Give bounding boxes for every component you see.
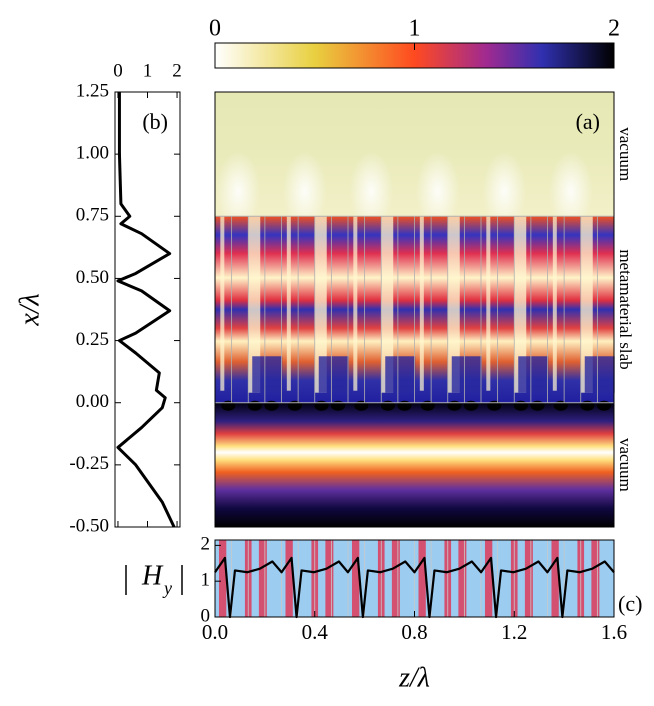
y-tick-label: 0.25 xyxy=(76,329,109,350)
x-tick-label: 1.6 xyxy=(601,620,627,644)
field-bump xyxy=(282,151,327,232)
x-tick-label: 2 xyxy=(172,60,182,81)
field-column xyxy=(248,216,261,393)
colorbar-tick-label: 2 xyxy=(608,16,620,42)
field-column xyxy=(486,216,491,391)
frame xyxy=(214,91,615,528)
panel-label: (a) xyxy=(576,109,600,134)
stripe xyxy=(258,540,267,617)
region-label: metamaterial slab xyxy=(616,249,635,369)
x-tick-label: 1.2 xyxy=(501,620,527,644)
profile-line xyxy=(116,92,176,528)
field-column xyxy=(381,216,394,393)
y-axis-label-sub: y xyxy=(162,578,172,598)
x-tick-label: 0.4 xyxy=(302,620,329,644)
y-tick-label: -0.25 xyxy=(69,453,109,474)
y-tick-label: 1 xyxy=(201,570,211,591)
y-tick-label: -0.50 xyxy=(69,515,109,536)
field-bump xyxy=(415,151,460,232)
stripe xyxy=(484,540,493,617)
stripe xyxy=(591,540,600,617)
y-axis-label: x/λ xyxy=(14,293,45,326)
field-column xyxy=(314,216,327,393)
colorbar-tick-label: 0 xyxy=(209,16,221,42)
field-column xyxy=(580,216,593,393)
y-tick-label: 1.25 xyxy=(76,80,109,101)
field-column xyxy=(447,216,460,393)
stripe xyxy=(524,540,533,617)
y-tick-label: 0 xyxy=(201,605,211,626)
stripe xyxy=(391,540,400,617)
vacuum-top xyxy=(215,92,614,217)
field-column xyxy=(220,216,225,391)
region-label: vacuum xyxy=(616,438,635,492)
hy-line xyxy=(214,556,615,619)
y-tick-label: 1.00 xyxy=(76,143,109,164)
panel-label: (b) xyxy=(142,109,168,134)
panel-label: (c) xyxy=(618,591,642,616)
stripe xyxy=(285,540,293,617)
field-column xyxy=(252,356,283,393)
field-column xyxy=(318,356,349,393)
field-bump xyxy=(482,151,527,232)
x-tick-label: 1 xyxy=(143,60,153,81)
field-column xyxy=(514,216,527,393)
vacuum-bottom xyxy=(215,402,614,527)
stripe xyxy=(551,540,559,617)
field-bump xyxy=(548,151,593,232)
field-column xyxy=(286,216,291,391)
field-column xyxy=(451,356,482,393)
stripe xyxy=(351,540,360,617)
y-tick-label: 2 xyxy=(201,534,211,555)
field-column xyxy=(385,356,416,393)
y-tick-label: 0.50 xyxy=(76,267,109,288)
x-axis-label: z/λ xyxy=(398,662,430,693)
colorbar-tick-label: 1 xyxy=(409,16,421,42)
field-column xyxy=(518,356,549,393)
field-bump xyxy=(349,151,394,232)
field-column xyxy=(419,216,424,391)
stripe xyxy=(458,540,467,617)
y-tick-label: 0.00 xyxy=(76,391,109,412)
x-tick-label: 0.8 xyxy=(401,620,427,644)
y-tick-label: 0.75 xyxy=(76,205,109,226)
stripe xyxy=(218,540,227,617)
x-tick-label: 0 xyxy=(113,60,123,81)
field-bump xyxy=(216,151,261,232)
region-label: vacuum xyxy=(616,127,635,181)
stripe xyxy=(418,540,426,617)
y-axis-label: H xyxy=(141,560,164,591)
field-column xyxy=(584,356,615,393)
field-column xyxy=(552,216,557,391)
stripe xyxy=(325,540,334,617)
field-column xyxy=(353,216,358,391)
x-tick-label: 0.0 xyxy=(202,620,228,644)
